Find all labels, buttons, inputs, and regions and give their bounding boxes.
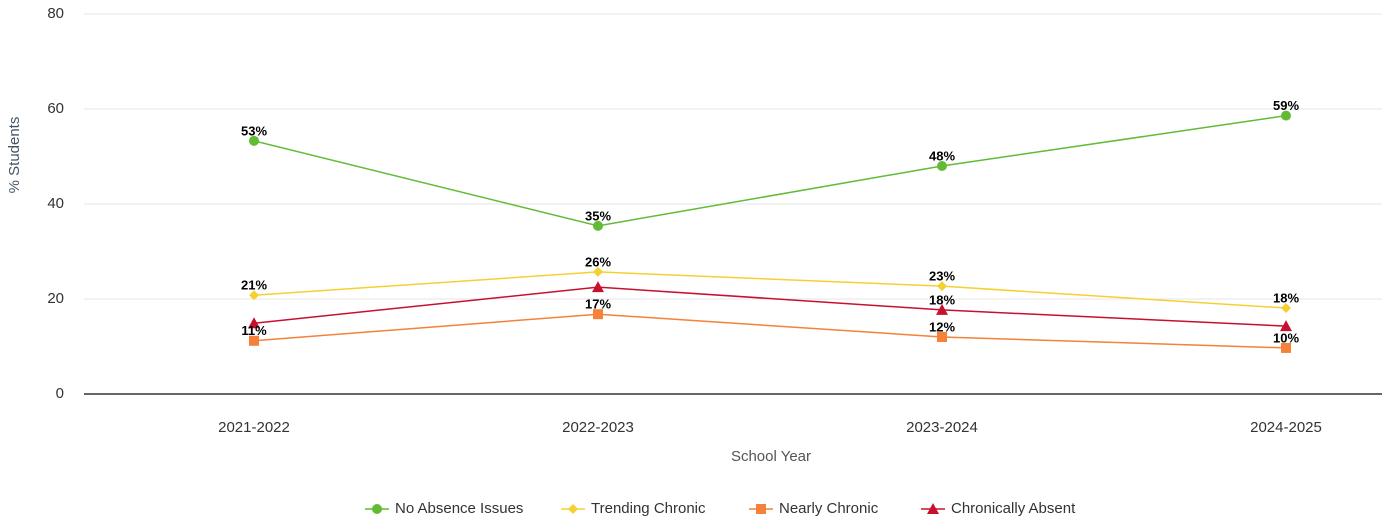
x-tick-label: 2024-2025	[1250, 419, 1322, 436]
x-axis-title: School Year	[731, 448, 811, 465]
marker	[1281, 303, 1291, 314]
data-label: 21%	[241, 278, 267, 293]
marker	[593, 309, 603, 320]
marker	[937, 332, 947, 342]
data-label: 10%	[1273, 330, 1299, 345]
y-axis-title: % Students	[6, 117, 23, 194]
marker	[249, 335, 259, 346]
marker	[249, 135, 259, 146]
y-tick-label: 60	[47, 100, 64, 117]
data-label: 18%	[1273, 290, 1299, 305]
legend-label: No Absence Issues	[395, 500, 523, 517]
legend-label: Trending Chronic	[591, 500, 706, 517]
y-tick-label: 40	[47, 195, 64, 212]
marker	[593, 266, 603, 277]
marker	[1280, 320, 1292, 332]
data-label: 23%	[929, 269, 955, 284]
legend-label: Chronically Absent	[951, 500, 1076, 517]
marker	[593, 220, 603, 231]
data-label: 26%	[585, 254, 611, 269]
y-tick-label: 80	[47, 5, 64, 22]
marker	[1281, 342, 1291, 353]
y-tick-label: 0	[56, 385, 64, 402]
marker	[248, 317, 260, 329]
marker	[936, 303, 948, 315]
series-line	[253, 286, 1287, 327]
y-tick-label: 20	[47, 290, 64, 307]
data-label: 35%	[585, 208, 611, 223]
series-line	[253, 271, 1287, 309]
x-tick-label: 2021-2022	[218, 419, 290, 436]
x-tick-label: 2022-2023	[562, 419, 634, 436]
data-label: 11%	[241, 323, 267, 338]
marker	[1281, 110, 1291, 121]
legend-label: Nearly Chronic	[779, 500, 879, 517]
data-label: 48%	[929, 148, 955, 163]
marker	[249, 290, 259, 301]
marker	[568, 504, 578, 514]
marker	[756, 504, 766, 514]
marker	[937, 161, 947, 171]
series-line	[253, 313, 1287, 349]
marker	[937, 281, 947, 292]
data-label: 18%	[929, 292, 955, 307]
marker	[372, 504, 382, 514]
data-label: 17%	[585, 297, 611, 312]
marker	[927, 503, 939, 514]
series-line	[253, 114, 1287, 227]
x-tick-label: 2023-2024	[906, 419, 978, 436]
marker	[592, 281, 604, 293]
data-label: 59%	[1273, 98, 1299, 113]
data-label: 12%	[929, 319, 955, 334]
data-label: 53%	[241, 123, 267, 138]
